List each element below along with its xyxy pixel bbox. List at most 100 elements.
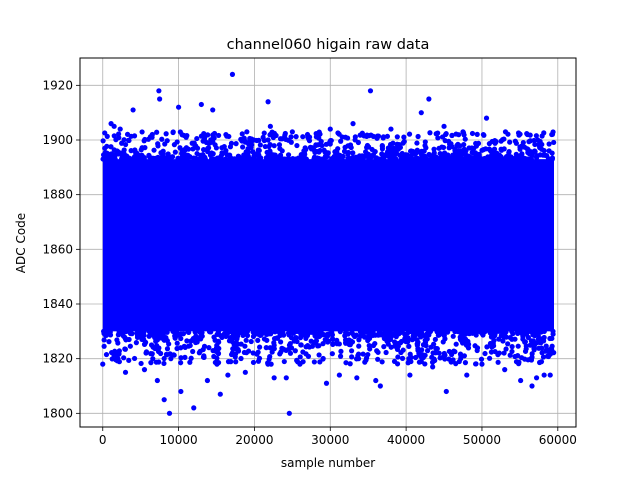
data-point <box>236 156 242 162</box>
data-point <box>442 352 448 358</box>
data-point-outlier <box>460 129 466 135</box>
data-point <box>339 134 345 140</box>
data-point-outlier <box>524 131 531 138</box>
data-point <box>106 339 112 345</box>
data-point <box>271 143 277 149</box>
data-point <box>424 336 430 342</box>
data-point <box>541 148 547 154</box>
data-point <box>387 141 394 148</box>
data-point-cloud <box>102 159 555 332</box>
data-point <box>235 348 242 354</box>
data-point <box>242 156 248 162</box>
data-point <box>449 132 455 139</box>
data-point <box>136 331 143 337</box>
data-point <box>242 343 248 349</box>
data-point <box>111 133 117 139</box>
data-point-outlier <box>225 372 231 378</box>
data-point <box>250 359 257 366</box>
data-point-outlier <box>157 96 163 102</box>
data-point <box>524 328 531 335</box>
data-point <box>507 139 513 145</box>
data-point-outlier <box>198 101 204 108</box>
data-point <box>178 355 184 361</box>
data-point <box>311 154 318 160</box>
data-point <box>362 359 368 365</box>
data-point <box>442 336 448 342</box>
data-point-outlier <box>327 126 333 132</box>
data-point <box>384 338 390 344</box>
data-point <box>215 351 222 357</box>
data-point <box>266 356 272 362</box>
data-point <box>417 332 423 338</box>
data-point <box>447 156 453 162</box>
data-point <box>508 154 514 160</box>
data-point <box>472 343 478 349</box>
data-point <box>484 344 490 350</box>
data-point <box>267 345 273 351</box>
data-point <box>221 143 227 150</box>
y-axis-label: ADC Code <box>14 213 28 273</box>
data-point <box>279 136 285 142</box>
data-point <box>503 154 510 160</box>
data-point <box>199 156 205 162</box>
data-point-outlier <box>426 96 432 102</box>
data-point <box>546 141 552 147</box>
data-point <box>446 348 452 355</box>
data-point <box>187 359 193 365</box>
data-point-outlier <box>418 110 424 116</box>
data-point <box>352 333 358 340</box>
data-point <box>311 329 317 335</box>
data-point <box>213 156 219 162</box>
data-point <box>413 354 419 361</box>
data-point <box>519 143 525 149</box>
data-point <box>279 345 285 351</box>
data-point <box>373 155 379 161</box>
data-point <box>122 346 128 352</box>
data-point <box>192 143 198 149</box>
data-point <box>414 341 420 347</box>
data-point-outlier <box>464 372 470 378</box>
data-point <box>370 342 377 349</box>
data-point <box>345 149 352 156</box>
data-point <box>277 145 283 152</box>
data-point <box>529 351 535 357</box>
data-point <box>551 139 557 146</box>
data-point <box>415 149 421 155</box>
data-point <box>239 138 245 144</box>
data-point-outlier <box>117 126 123 132</box>
data-point <box>318 138 324 145</box>
data-point <box>256 156 262 162</box>
data-point-outlier <box>161 397 167 403</box>
data-point <box>154 129 160 135</box>
data-point-outlier <box>518 377 524 384</box>
data-point <box>305 343 311 349</box>
data-point <box>309 343 316 349</box>
data-point <box>440 144 447 151</box>
data-point <box>346 337 352 343</box>
y-tick-label: 1920 <box>42 78 73 92</box>
data-point <box>155 143 161 149</box>
data-point <box>210 348 216 354</box>
data-point <box>297 354 303 360</box>
data-point <box>196 350 202 356</box>
data-point <box>550 328 556 334</box>
data-point <box>541 338 547 344</box>
data-point <box>265 137 271 143</box>
data-point <box>226 156 232 162</box>
data-point <box>107 329 113 335</box>
data-point <box>128 148 134 154</box>
data-point <box>267 150 273 156</box>
data-point <box>123 337 129 343</box>
x-tick-label: 50000 <box>463 433 501 447</box>
data-point <box>271 342 277 348</box>
data-point <box>103 351 110 358</box>
data-point <box>283 347 289 353</box>
data-point <box>501 350 507 356</box>
data-point <box>527 138 533 144</box>
data-point <box>329 336 336 342</box>
data-point <box>179 132 185 138</box>
data-point <box>196 329 202 335</box>
data-point <box>380 135 386 141</box>
data-point <box>257 142 263 148</box>
data-point <box>414 337 420 343</box>
